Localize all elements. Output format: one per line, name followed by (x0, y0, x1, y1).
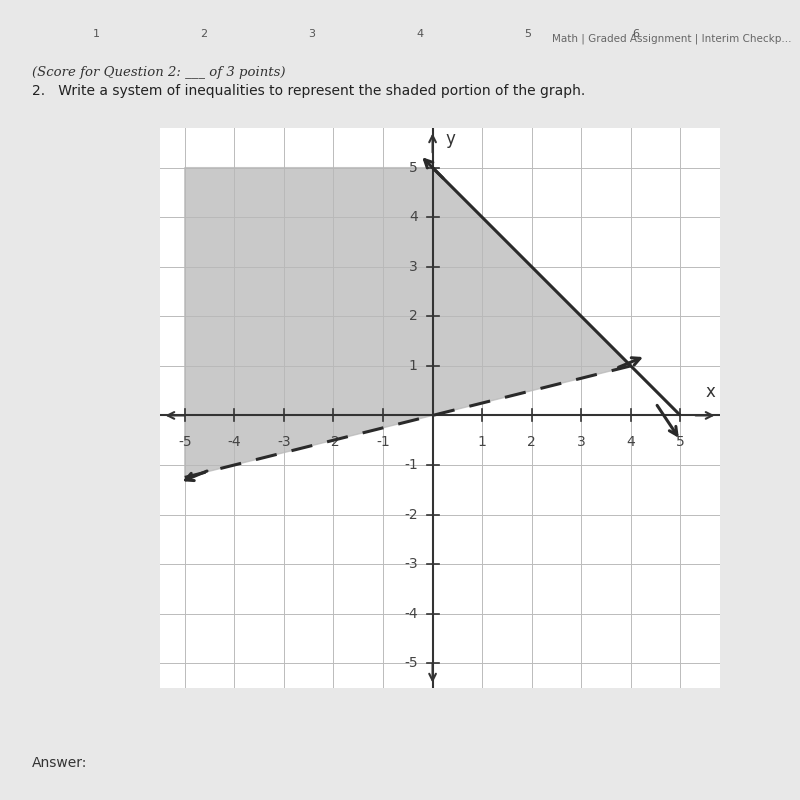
Text: 5: 5 (676, 435, 685, 450)
Text: 1: 1 (93, 29, 99, 38)
Text: 4: 4 (409, 210, 418, 224)
Text: x: x (705, 382, 715, 401)
Text: 1: 1 (409, 359, 418, 373)
Text: -3: -3 (277, 435, 290, 450)
Text: 1: 1 (478, 435, 486, 450)
Text: -5: -5 (404, 656, 418, 670)
Text: -1: -1 (376, 435, 390, 450)
Text: 3: 3 (577, 435, 586, 450)
Text: -2: -2 (326, 435, 340, 450)
Text: 6: 6 (633, 29, 639, 38)
Text: 4: 4 (626, 435, 635, 450)
Text: -4: -4 (404, 606, 418, 621)
Text: Math | Graded Assignment | Interim Checkp...: Math | Graded Assignment | Interim Check… (553, 34, 792, 44)
Text: (Score for Question 2: ___ of 3 points): (Score for Question 2: ___ of 3 points) (32, 66, 286, 78)
Text: 2: 2 (409, 310, 418, 323)
Text: 3: 3 (409, 260, 418, 274)
Text: 2: 2 (201, 29, 207, 38)
Text: -4: -4 (227, 435, 241, 450)
Text: -3: -3 (404, 557, 418, 571)
Text: Answer:: Answer: (32, 756, 87, 770)
Text: y: y (445, 130, 455, 149)
Text: 5: 5 (409, 161, 418, 174)
Polygon shape (185, 168, 630, 478)
Text: 2: 2 (527, 435, 536, 450)
Text: -1: -1 (404, 458, 418, 472)
Text: 3: 3 (309, 29, 315, 38)
Text: 4: 4 (417, 29, 423, 38)
Text: -2: -2 (404, 507, 418, 522)
Text: 5: 5 (525, 29, 531, 38)
Text: 2.   Write a system of inequalities to represent the shaded portion of the graph: 2. Write a system of inequalities to rep… (32, 84, 586, 98)
Text: -5: -5 (178, 435, 191, 450)
